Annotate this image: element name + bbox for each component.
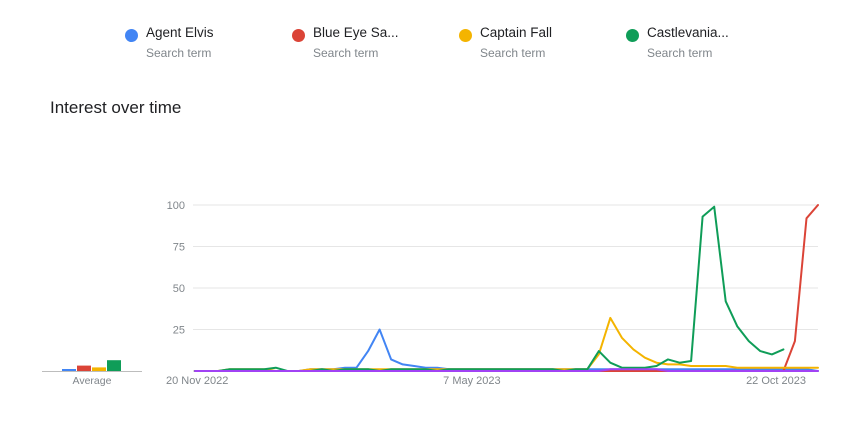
series-line-agent-elvis xyxy=(194,328,819,372)
average-bar-blue-eye-sa xyxy=(77,365,91,371)
y-tick-label: 75 xyxy=(173,242,185,254)
legend-item-blue-eye[interactable]: Blue Eye Sa... Search term xyxy=(292,24,452,68)
y-tick-label: 100 xyxy=(167,200,185,212)
legend-item-subtitle: Search term xyxy=(647,46,713,60)
section-title: Interest over time xyxy=(50,98,182,117)
legend-item-subtitle: Search term xyxy=(480,46,546,60)
series-color-dot-icon xyxy=(125,29,138,42)
average-bar-castlevania xyxy=(107,360,121,371)
average-bar-agent-elvis xyxy=(62,369,76,371)
x-tick-label: 20 Nov 2022 xyxy=(166,375,228,387)
legend-item-castlevania[interactable]: Castlevania... Search term xyxy=(626,24,786,68)
series-color-dot-icon xyxy=(626,29,639,42)
x-tick-label: 7 May 2023 xyxy=(443,375,500,387)
legend-item-agent-elvis[interactable]: Agent Elvis Search term xyxy=(125,24,285,68)
y-tick-label: 25 xyxy=(173,325,185,337)
legend-item-subtitle: Search term xyxy=(313,46,379,60)
legend-item-subtitle: Search term xyxy=(146,46,212,60)
x-axis-ticks: 20 Nov 2022 7 May 2023 22 Oct 2023 xyxy=(166,375,806,387)
legend-item-name: Castlevania... xyxy=(647,25,729,40)
average-label: Average xyxy=(73,375,112,387)
legend-item-captain-fall[interactable]: Captain Fall Search term xyxy=(459,24,619,68)
legend-item-name: Blue Eye Sa... xyxy=(313,25,399,40)
legend-item-name: Agent Elvis xyxy=(146,25,214,40)
legend: Agent Elvis Search term Blue Eye Sa... S… xyxy=(0,24,846,68)
legend-item-name: Captain Fall xyxy=(480,25,553,40)
series-color-dot-icon xyxy=(459,29,472,42)
series-color-dot-icon xyxy=(292,29,305,42)
y-tick-label: 50 xyxy=(173,283,185,295)
x-tick-label: 22 Oct 2023 xyxy=(746,375,806,387)
average-bars: Average xyxy=(42,360,142,387)
y-axis-ticks: 25 50 75 100 xyxy=(167,200,185,337)
chart-series xyxy=(194,204,819,372)
series-line-castlevania xyxy=(194,205,785,372)
average-bar-captain-fall xyxy=(92,367,106,371)
series-line-series-4 xyxy=(194,368,819,372)
series-line-captain-fall xyxy=(194,316,819,372)
